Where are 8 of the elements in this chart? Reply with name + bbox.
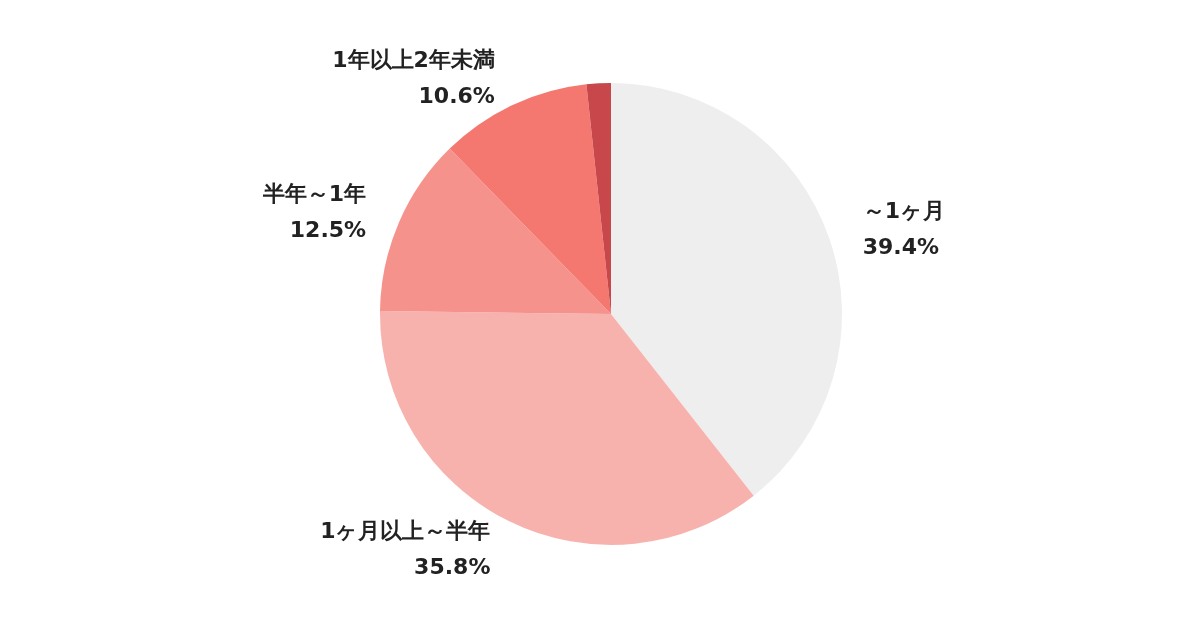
- slice-label: 1年以上2年未満: [332, 47, 495, 73]
- data-label: 35.8%: [414, 553, 491, 579]
- data-label: 10.6%: [418, 83, 495, 109]
- slice-label: 1ヶ月以上～半年: [320, 517, 491, 543]
- slice-label: 半年～1年: [261, 180, 367, 206]
- data-label: 39.4%: [862, 234, 939, 260]
- slice-label: ～1ヶ月: [862, 198, 945, 224]
- data-label: 12.5%: [289, 216, 367, 242]
